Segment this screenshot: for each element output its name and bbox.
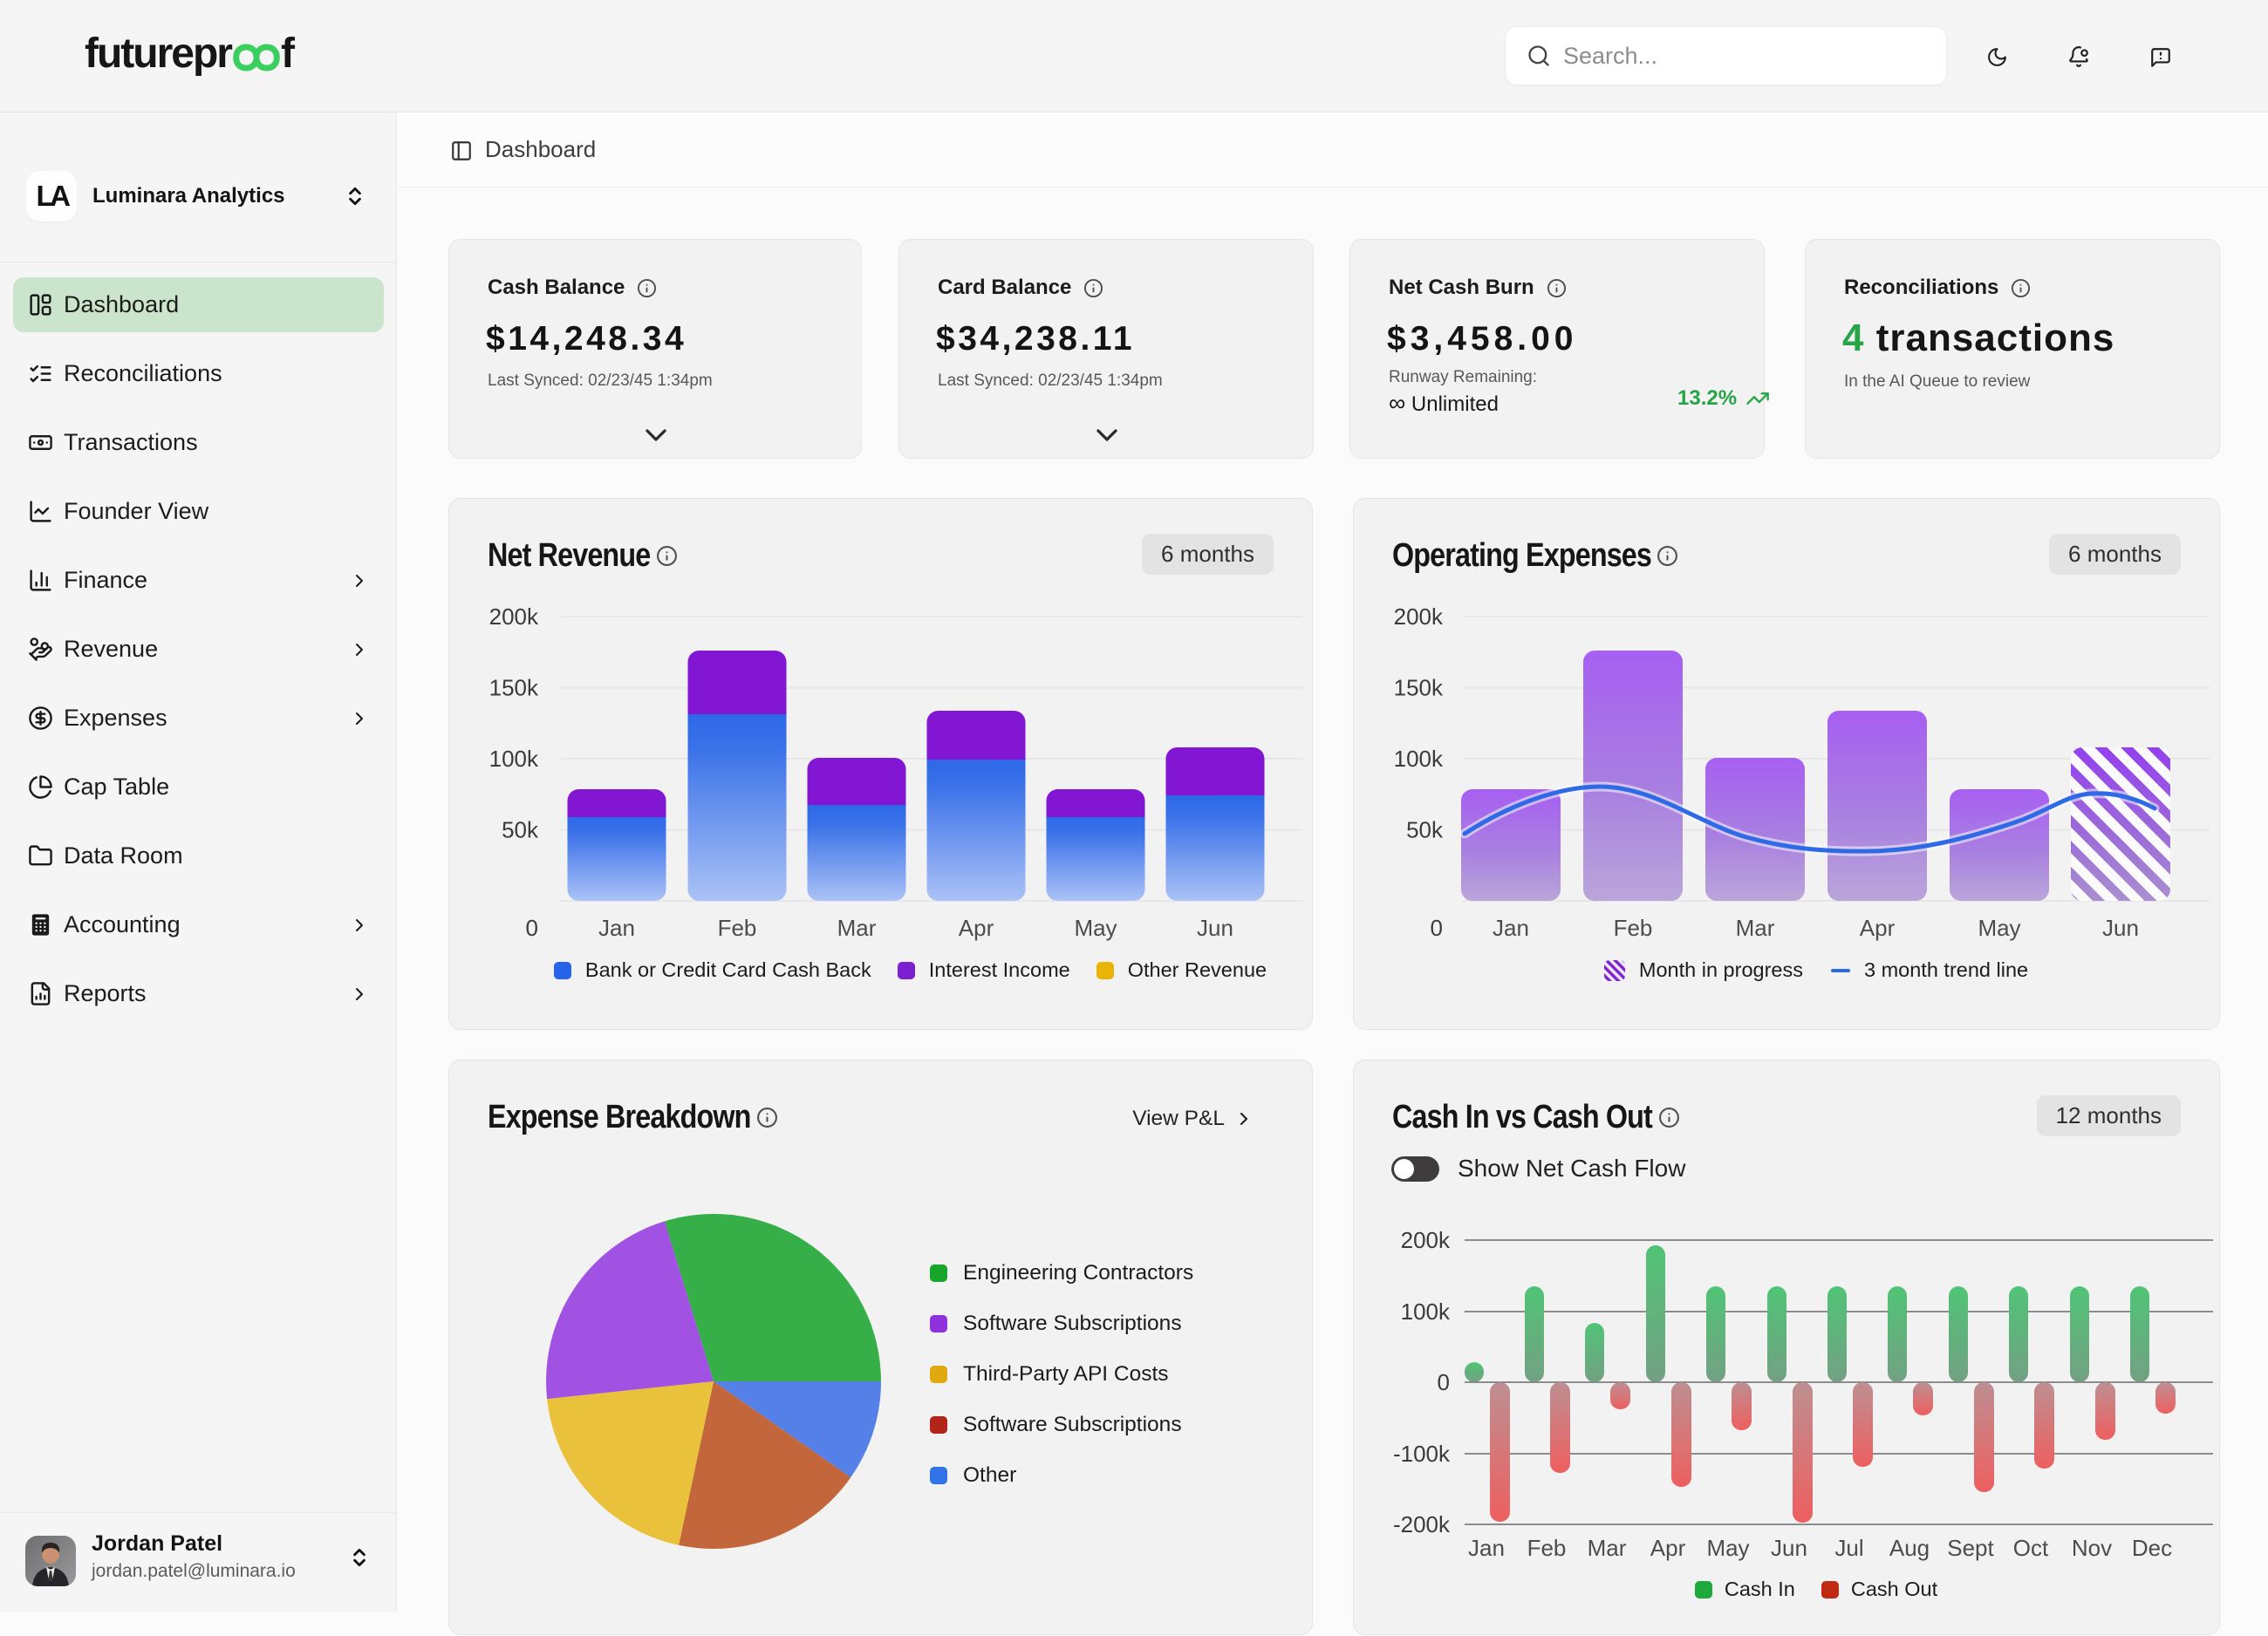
svg-text:100k: 100k xyxy=(1394,746,1444,772)
svg-text:100k: 100k xyxy=(1401,1299,1451,1325)
svg-text:0: 0 xyxy=(526,915,538,941)
svg-text:0: 0 xyxy=(1431,915,1443,941)
svg-text:200k: 200k xyxy=(1401,1227,1451,1253)
svg-text:Apr: Apr xyxy=(1650,1535,1686,1561)
svg-text:-200k: -200k xyxy=(1393,1511,1451,1537)
svg-text:Mar: Mar xyxy=(837,915,877,941)
svg-text:Feb: Feb xyxy=(1527,1535,1567,1561)
svg-text:May: May xyxy=(1074,915,1117,941)
svg-text:Mar: Mar xyxy=(1588,1535,1627,1561)
svg-text:0: 0 xyxy=(1438,1369,1450,1395)
svg-text:150k: 150k xyxy=(1394,675,1444,701)
svg-text:Apr: Apr xyxy=(1860,915,1896,941)
svg-text:May: May xyxy=(1978,915,2020,941)
svg-text:May: May xyxy=(1706,1535,1749,1561)
svg-text:50k: 50k xyxy=(1406,817,1444,843)
svg-text:Jun: Jun xyxy=(1771,1535,1807,1561)
svg-text:150k: 150k xyxy=(489,675,539,701)
svg-text:Oct: Oct xyxy=(2013,1535,2049,1561)
svg-text:Sept: Sept xyxy=(1947,1535,1994,1561)
svg-text:Jul: Jul xyxy=(1834,1535,1863,1561)
svg-text:Mar: Mar xyxy=(1736,915,1775,941)
svg-text:200k: 200k xyxy=(1394,603,1444,630)
svg-text:Aug: Aug xyxy=(1889,1535,1930,1561)
svg-text:Jan: Jan xyxy=(1468,1535,1505,1561)
svg-text:100k: 100k xyxy=(489,746,539,772)
svg-text:Jun: Jun xyxy=(2102,915,2139,941)
svg-text:Dec: Dec xyxy=(2132,1535,2172,1561)
svg-text:Jan: Jan xyxy=(598,915,635,941)
svg-text:Jun: Jun xyxy=(1197,915,1233,941)
svg-text:Jan: Jan xyxy=(1493,915,1529,941)
svg-text:Nov: Nov xyxy=(2072,1535,2112,1561)
svg-text:-100k: -100k xyxy=(1393,1441,1451,1467)
svg-text:200k: 200k xyxy=(489,603,539,630)
svg-text:Feb: Feb xyxy=(1614,915,1653,941)
svg-text:Apr: Apr xyxy=(959,915,994,941)
svg-text:Feb: Feb xyxy=(718,915,757,941)
svg-text:50k: 50k xyxy=(502,817,539,843)
